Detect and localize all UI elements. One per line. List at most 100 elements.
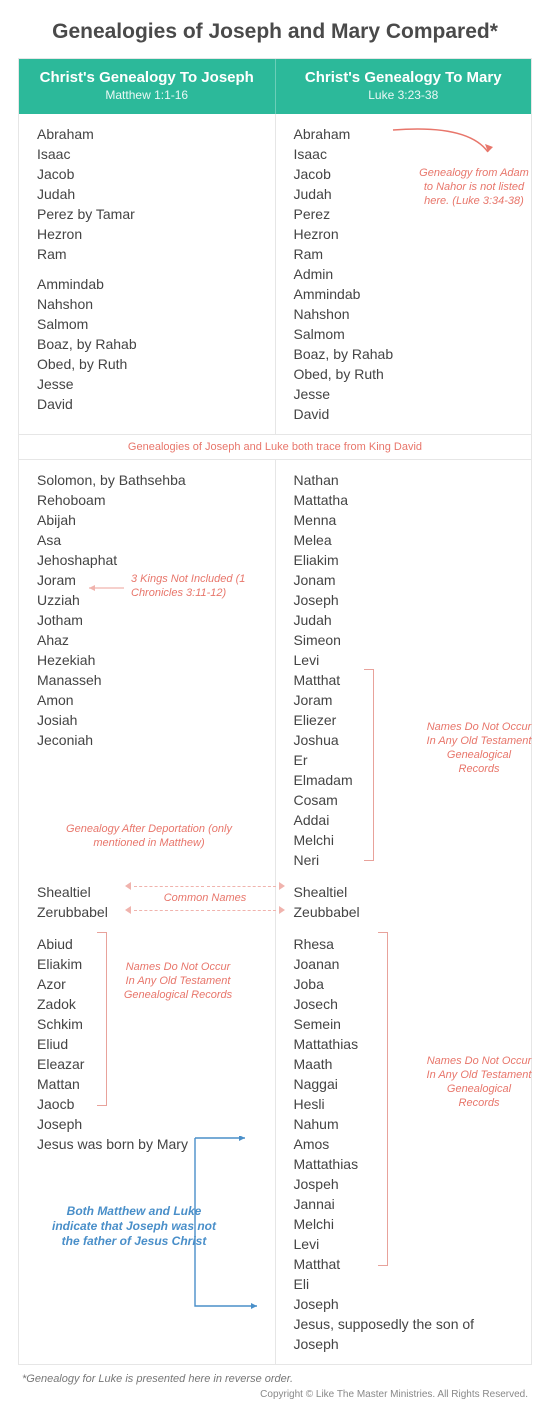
name-item: Perez by Tamar xyxy=(37,204,263,224)
name-item: Nathan xyxy=(294,470,520,490)
name-item: Manasseh xyxy=(37,670,263,690)
name-item: Matthat xyxy=(294,670,520,690)
name-item: Jesus, supposedly the son of Joseph xyxy=(294,1314,520,1354)
name-item: Abraham xyxy=(37,124,263,144)
name-item: Addai xyxy=(294,810,520,830)
note-s3l: Names Do Not Occur In Any Old Testament … xyxy=(123,960,233,1002)
name-item: Joba xyxy=(294,974,520,994)
name-item: Eleazar xyxy=(37,1054,263,1074)
name-item: Salmom xyxy=(37,314,263,334)
name-item: Simeon xyxy=(294,630,520,650)
name-item: Schkim xyxy=(37,1014,263,1034)
name-item: Josech xyxy=(294,994,520,1014)
footnote: *Genealogy for Luke is presented here in… xyxy=(18,1365,532,1387)
name-item: Joanan xyxy=(294,954,520,974)
name-item: Asa xyxy=(37,530,263,550)
note-s3r: Names Do Not Occur In Any Old Testament … xyxy=(425,1054,533,1110)
name-item: Judah xyxy=(294,610,520,630)
name-item: Solomon, by Bathsehba xyxy=(37,470,263,490)
note-blue: Both Matthew and Luke indicate that Jose… xyxy=(49,1204,219,1249)
name-item: Eli xyxy=(294,1274,520,1294)
note-3kings: 3 Kings Not Included (1 Chronicles 3:11-… xyxy=(131,572,251,600)
name-item: Jannai xyxy=(294,1194,520,1214)
name-item: Mattatha xyxy=(294,490,520,510)
section-3: AbiudEliakimAzorZadokSchkimEliudEleazarM… xyxy=(19,924,531,1364)
name-item: Melchi xyxy=(294,1214,520,1234)
header-right-title: Christ's Genealogy To Mary xyxy=(280,69,528,86)
name-item: Admin xyxy=(294,264,520,284)
name-item: Zeubbabel xyxy=(294,902,520,922)
name-item: Nahshon xyxy=(37,294,263,314)
section-2: Solomon, by BathsehbaRehoboamAbijahAsaJe… xyxy=(19,460,531,880)
name-item: Abiud xyxy=(37,934,263,954)
bracket-s3r xyxy=(378,932,388,1266)
name-item: Obed, by Ruth xyxy=(37,354,263,374)
name-item: Jaocb xyxy=(37,1094,263,1114)
card-header: Christ's Genealogy To Joseph Matthew 1:1… xyxy=(19,59,531,114)
name-item: Rhesa xyxy=(294,934,520,954)
name-item: Amos xyxy=(294,1134,520,1154)
header-left-title: Christ's Genealogy To Joseph xyxy=(23,69,271,86)
name-item: Nahum xyxy=(294,1114,520,1134)
divider-david: Genealogies of Joseph and Luke both trac… xyxy=(19,434,531,460)
section-1: AbrahamIsaacJacobJudahPerez by TamarHezr… xyxy=(19,114,531,434)
page-title: Genealogies of Joseph and Mary Compared* xyxy=(18,20,532,44)
name-item: David xyxy=(37,394,263,414)
name-item: Josiah xyxy=(37,710,263,730)
name-item: Jehoshaphat xyxy=(37,550,263,570)
bracket-s2r xyxy=(364,669,374,861)
name-item: Joseph xyxy=(37,1114,263,1134)
name-item: Hezron xyxy=(37,224,263,244)
name-item: Melchi xyxy=(294,830,520,850)
name-item: Mattathias xyxy=(294,1154,520,1174)
header-left-sub: Matthew 1:1-16 xyxy=(23,88,271,102)
comparison-card: Christ's Genealogy To Joseph Matthew 1:1… xyxy=(18,58,532,1365)
name-item: Ammindab xyxy=(37,274,263,294)
name-item: Mattathias xyxy=(294,1034,520,1054)
note-adam-nahor: Genealogy from Adam to Nahor is not list… xyxy=(419,166,529,208)
name-item: Levi xyxy=(294,650,520,670)
name-item: Joseph xyxy=(294,1294,520,1314)
name-item: Ram xyxy=(294,244,520,264)
name-item: Abraham xyxy=(294,124,520,144)
note-s2r: Names Do Not Occur In Any Old Testament … xyxy=(425,720,533,776)
name-item: Matthat xyxy=(294,1254,520,1274)
name-item: Shealtiel xyxy=(294,882,520,902)
name-item: Nahshon xyxy=(294,304,520,324)
bracket-s3l xyxy=(97,932,107,1106)
name-item: Amon xyxy=(37,690,263,710)
name-item: Jospeh xyxy=(294,1174,520,1194)
name-item: Jacob xyxy=(37,164,263,184)
name-item: David xyxy=(294,404,520,424)
name-item: Ram xyxy=(37,244,263,264)
name-item: Hezron xyxy=(294,224,520,244)
section-common: ShealtielZerubbabel ShealtielZeubbabel C… xyxy=(19,880,531,924)
name-item: Neri xyxy=(294,850,520,870)
name-item: Hezekiah xyxy=(37,650,263,670)
header-right-sub: Luke 3:23-38 xyxy=(280,88,528,102)
header-left: Christ's Genealogy To Joseph Matthew 1:1… xyxy=(19,59,275,114)
name-item: Jesse xyxy=(37,374,263,394)
name-item: Semein xyxy=(294,1014,520,1034)
name-item: Isaac xyxy=(294,144,520,164)
name-item: Rehoboam xyxy=(37,490,263,510)
name-item: Isaac xyxy=(37,144,263,164)
name-item: Boaz, by Rahab xyxy=(37,334,263,354)
common-names-label: Common Names xyxy=(125,882,285,914)
name-item: Salmom xyxy=(294,324,520,344)
copyright: Copyright © Like The Master Ministries. … xyxy=(18,1387,532,1406)
name-item: Joseph xyxy=(294,590,520,610)
name-item: Mattan xyxy=(37,1074,263,1094)
name-item: Cosam xyxy=(294,790,520,810)
name-item: Ahaz xyxy=(37,630,263,650)
common-label-text: Common Names xyxy=(125,891,285,905)
name-item: Jesus was born by Mary xyxy=(37,1134,263,1154)
name-item: Boaz, by Rahab xyxy=(294,344,520,364)
header-right: Christ's Genealogy To Mary Luke 3:23-38 xyxy=(275,59,532,114)
name-item: Menna xyxy=(294,510,520,530)
note-deportation: Genealogy After Deportation (only mentio… xyxy=(59,822,239,850)
name-item: Jeconiah xyxy=(37,730,263,750)
name-item: Ammindab xyxy=(294,284,520,304)
name-item: Obed, by Ruth xyxy=(294,364,520,384)
name-item: Abijah xyxy=(37,510,263,530)
